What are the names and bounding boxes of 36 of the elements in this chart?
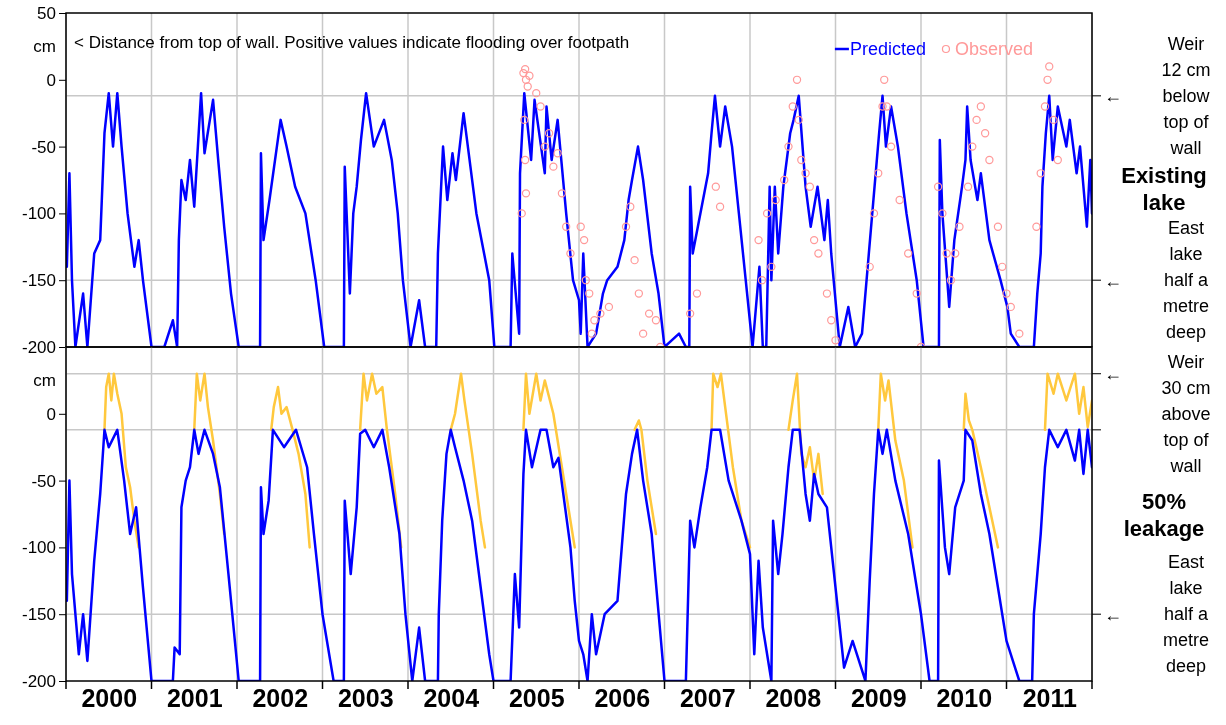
y-tick-label: -100 [21, 204, 56, 224]
text: ← Weir 30 cm above top of wall [1104, 352, 1211, 476]
y-tick-label: -200 [21, 671, 56, 691]
x-tick-label: 2000 [81, 683, 138, 712]
x-tick-label: 2011 [1022, 683, 1077, 712]
legend-label: Predicted [849, 39, 926, 59]
text: 50% leakage [1123, 488, 1205, 541]
x-tick-label: 2004 [423, 683, 480, 712]
x-tick-label: 2006 [594, 683, 651, 712]
x-tick-label: 2009 [850, 683, 907, 712]
x-tick-label: 2001 [166, 683, 223, 712]
y-tick-label: 0 [46, 70, 56, 90]
legend-label: Observed [954, 39, 1033, 59]
text: ← East lake half a metre deep [1104, 218, 1210, 343]
x-tick-label: 2007 [679, 683, 736, 712]
text: ← East lake half a metre deep [1104, 552, 1210, 677]
x-tick-label: 2010 [936, 683, 993, 712]
text: ← Weir 12 cm below top of wall [1104, 33, 1211, 158]
y-tick-label: -150 [21, 605, 56, 625]
y-tick-label: -100 [21, 538, 56, 558]
x-tick-label: 2008 [765, 683, 822, 712]
y-tick-label: -50 [31, 471, 56, 491]
y-axis-title: cm [33, 371, 56, 391]
line-series [66, 91, 1092, 347]
y-tick-label: -50 [31, 137, 56, 157]
y-axis-title: cm [33, 37, 56, 57]
y-tick-label: -200 [21, 337, 56, 357]
x-tick-label: 2003 [337, 683, 394, 712]
text: Existing lake [1121, 162, 1207, 215]
line-series [66, 428, 1092, 681]
y-tick-label: 50 [37, 3, 56, 23]
y-tick-label: 0 [46, 404, 56, 424]
x-tick-label: 2005 [508, 683, 565, 712]
annotation: < Distance from top of wall. Positive values indicate flooding over footpath [74, 33, 630, 52]
x-tick-label: 2002 [252, 683, 309, 712]
y-tick-label: -150 [21, 271, 56, 291]
